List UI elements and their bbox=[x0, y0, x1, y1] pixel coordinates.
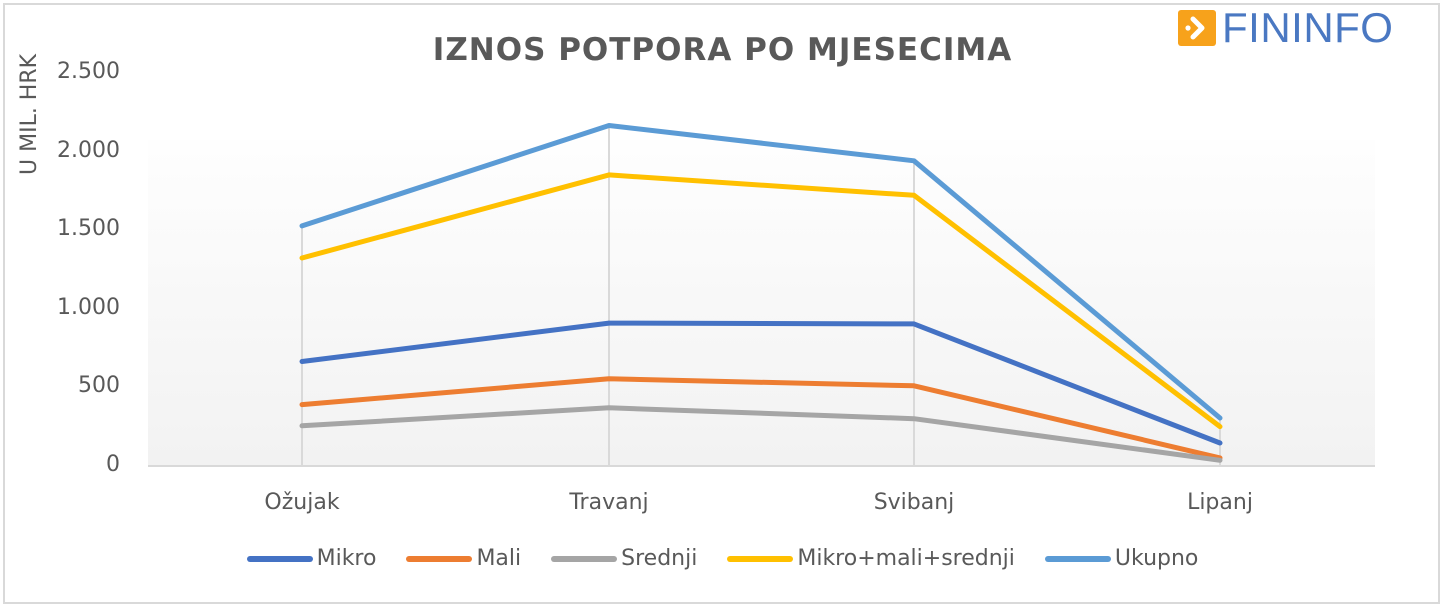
y-tick: 500 bbox=[78, 373, 120, 398]
line-swatch-icon bbox=[551, 555, 618, 562]
legend-label: Mikro+mali+srednji bbox=[797, 546, 1015, 571]
line-swatch-icon bbox=[727, 555, 794, 562]
legend-item-ukupno[interactable]: Ukupno bbox=[1044, 546, 1199, 571]
plot-background bbox=[148, 140, 1375, 465]
legend-label: Mali bbox=[476, 546, 522, 571]
arrow-right-icon bbox=[1185, 16, 1205, 40]
logo-box bbox=[1178, 10, 1216, 46]
series-lines bbox=[299, 123, 1223, 463]
series-line-ukupno[interactable] bbox=[299, 123, 1223, 421]
legend-item-mikro[interactable]: Mikro bbox=[246, 546, 377, 571]
legend-label: Mikro bbox=[316, 546, 377, 571]
legend: Mikro Mali Srednji Mikro+mali+srednji Uk… bbox=[0, 546, 1445, 571]
fininfo-logo: FININFO bbox=[1178, 4, 1394, 51]
legend-item-mikro-mali-srednji[interactable]: Mikro+mali+srednji bbox=[727, 546, 1015, 571]
series-line-mali[interactable] bbox=[299, 376, 1223, 461]
x-tick: Svibanj bbox=[873, 490, 955, 515]
x-tick: Ožujak bbox=[264, 490, 340, 515]
chart-title: IZNOS POTPORA PO MJESECIMA bbox=[432, 32, 1013, 68]
line-swatch-icon bbox=[1044, 555, 1111, 562]
legend-label: Srednji bbox=[621, 546, 698, 571]
x-tick: Travanj bbox=[569, 490, 649, 515]
series-line-srednji[interactable] bbox=[299, 405, 1223, 463]
legend-item-srednji[interactable]: Srednji bbox=[551, 546, 697, 571]
logo-text: FININFO bbox=[1222, 4, 1394, 51]
y-tick: 1.500 bbox=[57, 216, 120, 241]
series-line-mikro[interactable] bbox=[299, 320, 1223, 446]
legend-item-mali[interactable]: Mali bbox=[406, 546, 521, 571]
y-tick: 1.000 bbox=[57, 295, 120, 320]
y-tick: 2.000 bbox=[57, 138, 120, 163]
line-swatch-icon bbox=[246, 555, 313, 562]
legend-label: Ukupno bbox=[1114, 546, 1199, 571]
line-swatch-icon bbox=[406, 555, 473, 562]
y-tick: 2.500 bbox=[57, 59, 120, 84]
series-line-mikro-mali-srednji[interactable] bbox=[299, 172, 1223, 430]
y-tick: 0 bbox=[106, 452, 120, 477]
x-tick: Lipanj bbox=[1187, 490, 1253, 515]
